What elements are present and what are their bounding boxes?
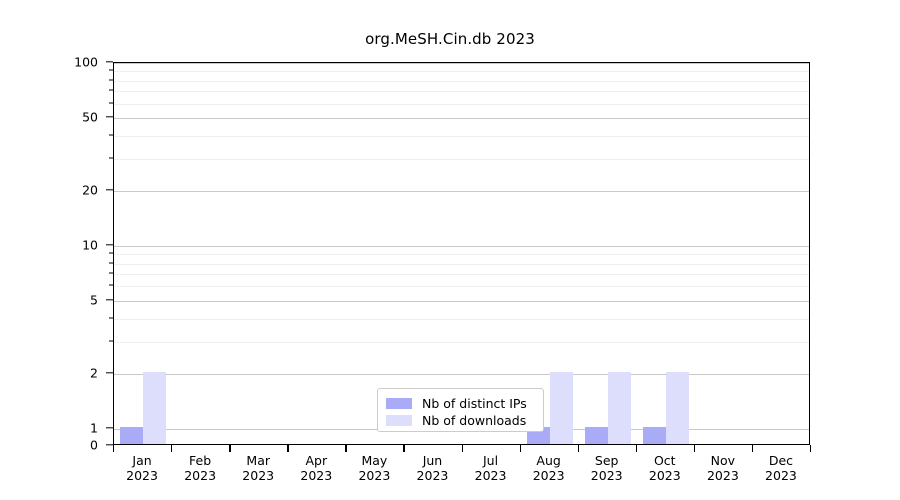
- x-tick-mark: [229, 445, 231, 452]
- gridline-minor: [114, 341, 809, 343]
- x-tick-label: Sep 2023: [590, 453, 623, 483]
- x-tick-label: Mar 2023: [242, 453, 275, 483]
- legend-swatch-icon: [386, 414, 412, 426]
- y-tick-mark: [106, 116, 113, 118]
- gridline-minor: [114, 263, 809, 265]
- y-tick-label: 1: [90, 420, 98, 436]
- y-tick-mark: [106, 244, 113, 246]
- y-tick-mark-minor: [109, 102, 113, 104]
- y-tick-mark: [106, 299, 113, 301]
- y-tick-mark-minor: [109, 340, 113, 341]
- y-tick-mark-minor: [109, 252, 113, 254]
- gridline-major: [114, 190, 809, 192]
- y-tick-label: 10: [82, 237, 98, 253]
- x-tick-mark: [403, 445, 405, 452]
- x-tick-label: Jan 2023: [126, 453, 158, 483]
- y-tick-label: 20: [82, 182, 98, 198]
- x-tick-label: Dec 2023: [765, 453, 797, 483]
- bar-downloads-0: [143, 371, 167, 444]
- bar-ips-9: [642, 426, 666, 444]
- y-tick-label: 50: [82, 109, 98, 125]
- x-tick-mark: [461, 445, 463, 452]
- bar-ips-8: [584, 426, 608, 444]
- x-tick-label: Oct 2023: [648, 453, 681, 483]
- gridline-minor: [114, 135, 809, 137]
- y-tick-mark: [106, 61, 113, 63]
- x-tick-label: Feb 2023: [184, 453, 217, 483]
- x-tick-mark: [577, 445, 580, 452]
- gridline-major: [114, 300, 809, 302]
- x-tick-mark: [693, 445, 696, 452]
- gridline-major: [114, 63, 809, 64]
- chart-title: org.MeSH.Cin.db 2023: [365, 30, 535, 48]
- gridline-minor: [114, 103, 809, 105]
- y-tick-mark-minor: [109, 69, 113, 71]
- bar-ips-0: [120, 426, 144, 444]
- legend-swatch-icon: [386, 397, 412, 409]
- bar-downloads-7: [549, 371, 573, 444]
- x-tick-mark: [751, 445, 754, 452]
- legend-item-1: Nb of downloads: [386, 412, 535, 428]
- y-tick-mark: [106, 372, 113, 374]
- x-tick-label: Jun 2023: [416, 453, 449, 483]
- gridline-minor: [114, 80, 809, 82]
- legend-item-0: Nb of distinct IPs: [386, 395, 535, 411]
- bar-downloads-9: [665, 371, 689, 444]
- gridline-minor: [114, 318, 809, 320]
- x-tick-label: Jul 2023: [474, 453, 507, 483]
- x-tick-label: Nov 2023: [706, 453, 739, 483]
- gridline-major: [114, 245, 809, 247]
- y-tick-mark: [106, 444, 113, 446]
- x-tick-mark: [113, 445, 115, 452]
- bar-downloads-8: [607, 371, 631, 444]
- y-tick-label: 5: [90, 292, 98, 308]
- y-tick-mark-minor: [109, 89, 113, 91]
- gridline-major: [114, 373, 809, 375]
- y-tick-mark-minor: [109, 157, 113, 159]
- gridline-minor: [114, 158, 809, 160]
- plot-area: [113, 62, 810, 445]
- y-tick-label: 0: [90, 437, 98, 453]
- y-tick-mark-minor: [109, 272, 113, 274]
- y-tick-label: 2: [90, 365, 98, 381]
- y-tick-label: 100: [74, 54, 98, 70]
- x-tick-label: Aug 2023: [532, 453, 565, 483]
- x-tick-mark: [345, 445, 347, 452]
- x-tick-mark: [171, 445, 173, 452]
- y-tick-mark-minor: [109, 79, 113, 81]
- x-tick-mark: [519, 445, 521, 452]
- gridline-minor: [114, 286, 809, 288]
- x-tick-label: May 2023: [358, 453, 391, 483]
- chart-legend: Nb of distinct IPs Nb of downloads: [377, 388, 544, 432]
- gridline-minor: [114, 274, 809, 276]
- x-tick-mark: [810, 445, 812, 452]
- gridlines: [114, 63, 809, 444]
- y-tick-mark-minor: [109, 134, 113, 136]
- legend-label: Nb of distinct IPs: [422, 395, 527, 411]
- y-tick-mark-minor: [109, 262, 113, 264]
- y-tick-mark: [106, 189, 113, 191]
- gridline-minor: [114, 254, 809, 256]
- bars-layer: [114, 63, 809, 444]
- y-tick-mark-minor: [109, 317, 113, 319]
- gridline-major: [114, 118, 809, 120]
- gridline-minor: [114, 71, 809, 73]
- x-tick-mark: [287, 445, 289, 452]
- y-tick-mark: [106, 427, 113, 429]
- y-tick-mark-minor: [109, 284, 113, 286]
- gridline-minor: [114, 91, 809, 93]
- x-tick-mark: [635, 445, 638, 452]
- legend-label: Nb of downloads: [422, 412, 527, 428]
- x-tick-label: Apr 2023: [300, 453, 333, 483]
